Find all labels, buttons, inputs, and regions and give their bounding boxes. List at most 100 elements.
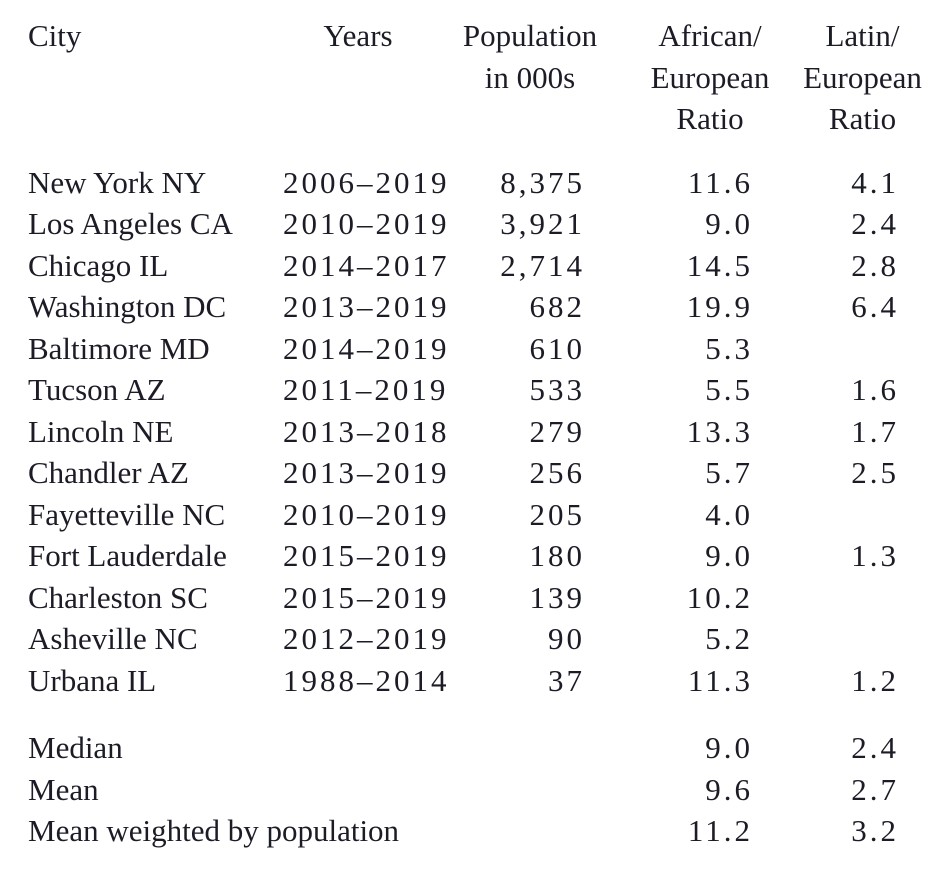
- city-cell: Charleston SC: [28, 579, 208, 615]
- table-row: Chandler AZ 2013–2019 256 5.7 2.5: [28, 452, 943, 494]
- column-header-african-line1: African/: [658, 18, 762, 53]
- table-row: Los Angeles CA 2010–2019 3,921 9.0 2.4: [28, 203, 943, 245]
- summary-label: Mean weighted by population: [28, 813, 400, 848]
- african-european-ratio-cell: 9.0: [705, 538, 753, 573]
- years-cell: 2013–2019: [283, 455, 450, 490]
- table-row: Fayetteville NC 2010–2019 205 4.0: [28, 494, 943, 536]
- latin-european-ratio-cell: 1.7: [851, 413, 899, 449]
- years-cell: 1988–2014: [283, 662, 450, 698]
- population-cell: 8,375: [500, 164, 585, 200]
- latin-european-ratio-cell: 2.4: [851, 206, 899, 241]
- table-row: Asheville NC 2012–2019 90 5.2: [28, 618, 943, 660]
- column-header-years-label: Years: [323, 18, 393, 53]
- population-cell: 180: [529, 538, 585, 573]
- column-header-african-line2: European: [650, 59, 770, 95]
- african-european-ratio-cell: 9.0: [705, 206, 753, 241]
- city-cell: Chandler AZ: [28, 455, 189, 490]
- african-european-ratio-cell: 5.2: [705, 621, 753, 656]
- population-cell: 139: [529, 579, 585, 615]
- table-row: Fort Lauderdale 2015–2019 180 9.0 1.3: [28, 535, 943, 577]
- city-cell: Washington DC: [28, 289, 227, 324]
- population-cell: 256: [529, 455, 585, 490]
- african-european-ratio-cell: 19.9: [686, 289, 753, 324]
- african-european-ratio-cell: 4.0: [705, 496, 753, 532]
- table-row: New York NY 2006–2019 8,375 11.6 4.1: [28, 162, 943, 204]
- years-cell: 2006–2019: [283, 164, 450, 200]
- column-header-latin-line1: Latin/: [825, 18, 900, 53]
- african-european-ratio-cell: 5.5: [705, 372, 753, 407]
- african-european-ratio-cell: 11.6: [687, 164, 753, 200]
- column-header-population: Population in 000s: [448, 15, 612, 98]
- african-european-ratio-cell: 11.3: [687, 662, 753, 698]
- city-cell: Tucson AZ: [28, 372, 166, 407]
- column-header-latin-european-ratio: Latin/ European Ratio: [782, 15, 943, 140]
- city-cell: Chicago IL: [28, 247, 169, 283]
- latin-european-ratio-cell: 3.2: [851, 813, 899, 848]
- city-cell: Fayetteville NC: [28, 496, 226, 532]
- column-header-latin-line3: Ratio: [828, 101, 897, 136]
- years-cell: 2010–2019: [283, 496, 450, 532]
- summary-label: Mean: [28, 771, 99, 807]
- latin-european-ratio-cell: 6.4: [851, 289, 899, 324]
- city-cell: Fort Lauderdale: [28, 538, 227, 573]
- population-cell: 37: [548, 662, 585, 698]
- population-cell: 90: [548, 621, 585, 656]
- years-cell: 2010–2019: [283, 206, 450, 241]
- years-cell: 2013–2019: [283, 289, 450, 324]
- city-cell: Baltimore MD: [28, 330, 210, 366]
- years-cell: 2015–2019: [283, 579, 450, 615]
- table-row: Lincoln NE 2013–2018 279 13.3 1.7: [28, 411, 943, 453]
- column-header-city-label: City: [28, 18, 82, 53]
- latin-european-ratio-cell: 2.5: [851, 455, 899, 490]
- african-european-ratio-cell: 14.5: [686, 247, 753, 283]
- table-row: Baltimore MD 2014–2019 610 5.3: [28, 328, 943, 370]
- years-cell: 2012–2019: [283, 621, 450, 656]
- latin-european-ratio-cell: 4.1: [851, 164, 899, 200]
- years-cell: 2014–2019: [283, 330, 450, 366]
- table-summary: Median 9.0 2.4 Mean 9.6 2.7 Mean weighte…: [28, 727, 943, 852]
- african-european-ratio-cell: 9.6: [705, 771, 753, 807]
- city-cell: Urbana IL: [28, 662, 157, 698]
- population-cell: 533: [529, 372, 585, 407]
- african-european-ratio-cell: 5.3: [705, 330, 753, 366]
- city-cell: Asheville NC: [28, 621, 198, 656]
- population-cell: 2,714: [500, 247, 585, 283]
- column-header-population-line2: in 000s: [484, 59, 576, 95]
- table-row: Chicago IL 2014–2017 2,714 14.5 2.8: [28, 245, 943, 287]
- table-body: New York NY 2006–2019 8,375 11.6 4.1 Los…: [28, 162, 943, 702]
- column-header-population-line1: Population: [462, 18, 598, 53]
- african-european-ratio-cell: 9.0: [705, 730, 753, 765]
- table-row: Washington DC 2013–2019 682 19.9 6.4: [28, 286, 943, 328]
- city-cell: Los Angeles CA: [28, 206, 233, 241]
- population-cell: 610: [529, 330, 585, 366]
- years-cell: 2014–2017: [283, 247, 450, 283]
- population-cell: 279: [529, 413, 585, 449]
- african-european-ratio-cell: 13.3: [686, 413, 753, 449]
- table-header: City Years Population in 000s African/ E…: [28, 15, 943, 140]
- column-header-latin-line2: European: [803, 59, 922, 95]
- population-cell: 205: [529, 496, 585, 532]
- summary-row-weighted-mean: Mean weighted by population 11.2 3.2: [28, 810, 943, 852]
- table-row: Charleston SC 2015–2019 139 10.2: [28, 577, 943, 619]
- latin-european-ratio-cell: 1.2: [851, 662, 899, 698]
- latin-european-ratio-cell: 1.3: [851, 538, 899, 573]
- latin-european-ratio-cell: 1.6: [851, 372, 899, 407]
- latin-european-ratio-cell: 2.7: [851, 771, 899, 807]
- table-row: Tucson AZ 2011–2019 533 5.5 1.6: [28, 369, 943, 411]
- column-header-years: Years: [283, 15, 448, 57]
- african-european-ratio-cell: 11.2: [687, 813, 753, 848]
- table-row: Urbana IL 1988–2014 37 11.3 1.2: [28, 660, 943, 702]
- summary-row-median: Median 9.0 2.4: [28, 727, 943, 769]
- column-header-city: City: [28, 15, 283, 57]
- years-cell: 2013–2018: [283, 413, 450, 449]
- population-cell: 682: [529, 289, 585, 324]
- document-page: City Years Population in 000s African/ E…: [28, 15, 943, 852]
- city-cell: Lincoln NE: [28, 413, 174, 449]
- years-cell: 2015–2019: [283, 538, 450, 573]
- column-header-african-european-ratio: African/ European Ratio: [612, 15, 782, 140]
- african-european-ratio-cell: 10.2: [686, 579, 753, 615]
- latin-european-ratio-cell: 2.8: [851, 247, 899, 283]
- column-header-african-line3: Ratio: [676, 101, 744, 136]
- city-cell: New York NY: [28, 164, 207, 200]
- summary-label: Median: [28, 730, 123, 765]
